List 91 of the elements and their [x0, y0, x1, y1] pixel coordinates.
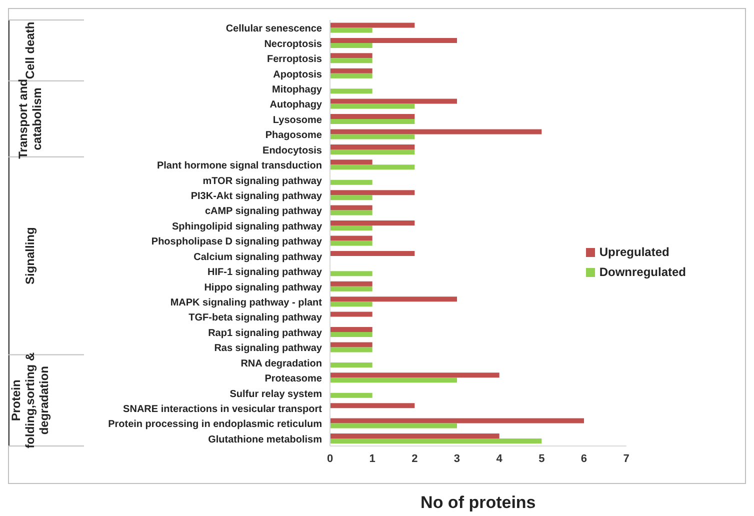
legend-label: Upregulated — [599, 245, 670, 259]
bar — [330, 271, 372, 276]
bar — [330, 73, 372, 78]
bar — [330, 205, 372, 210]
bar — [330, 296, 457, 302]
y-tick-label: Calcium signaling pathway — [194, 252, 322, 263]
bar — [330, 164, 415, 170]
bar — [330, 418, 584, 424]
text: Protein folding,sorting & degradation — [9, 352, 51, 448]
y-tick-label: Rap1 signaling pathway — [208, 328, 322, 339]
bar — [330, 302, 372, 307]
bar — [330, 129, 542, 134]
y-tick-label: mTOR signaling pathway — [202, 176, 322, 187]
text: Signalling — [23, 227, 37, 284]
bar — [330, 250, 415, 256]
bar — [330, 312, 372, 317]
y-tick-label: Protein processing in endoplasmic reticulum — [108, 419, 322, 430]
y-tick-label: Apoptosis — [273, 69, 322, 80]
y-tick-label: Plant hormone signal transduction — [156, 160, 322, 172]
legend-label: Downregulated — [599, 265, 686, 279]
bar — [330, 438, 542, 444]
bar — [330, 38, 457, 43]
bar — [330, 144, 415, 150]
text: Cell death — [23, 22, 37, 80]
y-tick-label: Hippo signaling pathway — [204, 282, 322, 294]
x-tick-label: 5 — [538, 452, 545, 465]
y-tick-label: SNARE interactions in vesicular transport — [123, 404, 323, 415]
bar — [330, 342, 372, 348]
bar — [330, 104, 415, 109]
bar — [330, 160, 372, 165]
bar — [330, 392, 372, 398]
y-tick-label: Autophagy — [270, 100, 322, 111]
bar — [330, 332, 372, 338]
y-tick-label: Ras signaling pathway — [214, 343, 322, 354]
x-tick-label: 2 — [412, 452, 418, 465]
y-tick-label: Lysosome — [272, 114, 322, 126]
text: Transport and catabolism — [16, 78, 44, 159]
bar — [330, 149, 415, 154]
y-tick-label: HIF-1 signaling pathway — [208, 267, 322, 278]
x-tick-label: 6 — [580, 452, 588, 465]
bar — [330, 378, 457, 383]
bar — [330, 22, 415, 28]
x-tick-label: 4 — [496, 452, 504, 465]
bar — [330, 88, 372, 94]
y-tick-label: Endocytosis — [262, 145, 322, 156]
bar — [330, 220, 415, 226]
y-tick-label: cAMP signaling pathway — [204, 206, 322, 218]
x-tick-label: 1 — [369, 452, 376, 465]
bar — [330, 226, 372, 231]
y-tick-label: MAPK signaling pathway - plant — [170, 297, 323, 308]
bar — [330, 190, 415, 196]
y-tick-label: Necroptosis — [264, 38, 322, 50]
bar — [330, 98, 457, 104]
x-tick-label: 3 — [454, 452, 460, 465]
y-tick-label: Mitophagy — [272, 84, 322, 96]
bar — [330, 236, 372, 241]
y-tick-label: PI3K-Akt signaling pathway — [190, 190, 322, 202]
bar — [330, 240, 372, 246]
y-tick-label: Cellular senescence — [226, 24, 322, 35]
y-tick-label: Phagosome — [265, 130, 322, 142]
y-tick-label: RNA degradation — [240, 358, 322, 370]
bar — [330, 180, 372, 185]
bar — [330, 28, 372, 33]
bar — [330, 286, 372, 292]
y-tick-label: Sulfur relay system — [230, 388, 322, 400]
bar — [330, 403, 415, 408]
bar — [330, 423, 457, 428]
bar — [330, 434, 500, 439]
bar — [330, 347, 372, 352]
bar — [330, 42, 372, 48]
bar — [330, 210, 372, 216]
bar — [330, 114, 415, 120]
y-tick-label: Sphingolipid signaling pathway — [172, 221, 322, 232]
y-tick-label: Proteasome — [264, 374, 322, 385]
x-axis-title: No of proteins — [420, 493, 536, 512]
y-tick-label: Phospholipase D signaling pathway — [151, 236, 322, 248]
x-tick-label: 7 — [623, 452, 630, 465]
bar — [330, 362, 372, 368]
bar — [330, 372, 500, 378]
x-tick-label: 0 — [326, 452, 334, 465]
bar — [330, 134, 415, 140]
bar — [330, 53, 372, 58]
y-tick-label: Glutathione metabolism — [208, 434, 322, 446]
bar — [330, 327, 372, 332]
bar — [330, 119, 415, 124]
y-tick-label: Ferroptosis — [266, 54, 322, 66]
bar — [330, 58, 372, 64]
bar — [330, 68, 372, 74]
y-tick-label: TGF-beta signaling pathway — [188, 312, 322, 324]
bar — [330, 195, 372, 200]
bar — [330, 281, 372, 286]
